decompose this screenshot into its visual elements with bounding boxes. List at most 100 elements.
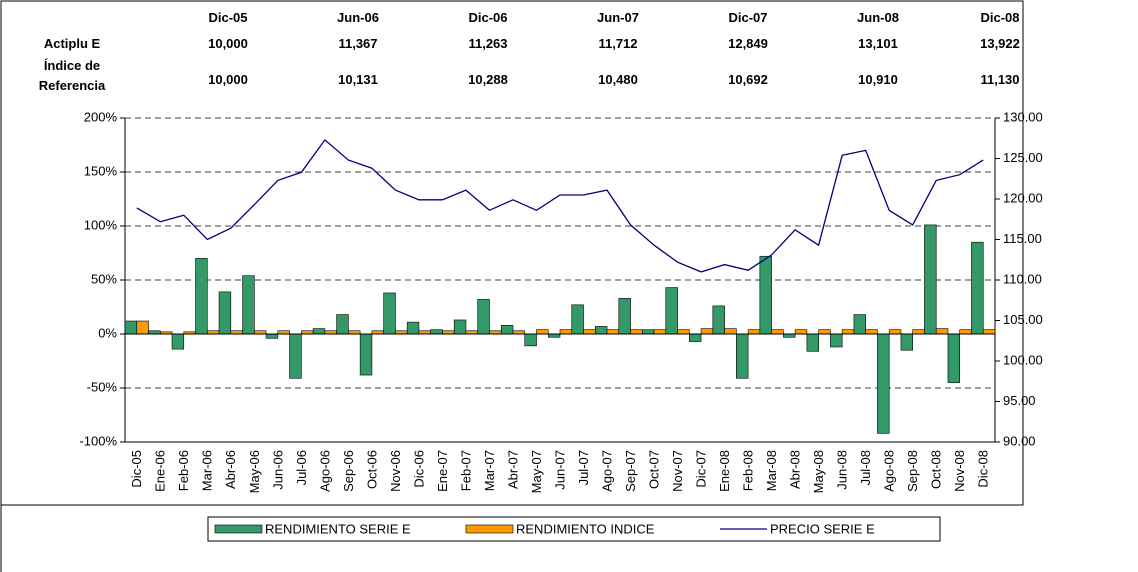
x-tick-label: Dic-07 xyxy=(694,450,709,488)
x-tick-label: Ago-08 xyxy=(882,450,897,492)
column-header: Dic-06 xyxy=(468,10,508,25)
x-tick-label: Jun-08 xyxy=(835,450,850,490)
bar xyxy=(430,329,443,335)
row-label: Actiplu E xyxy=(43,36,101,51)
bar xyxy=(312,328,326,335)
bar xyxy=(641,329,655,335)
x-tick-label: Oct-07 xyxy=(646,450,661,489)
bar xyxy=(971,241,984,335)
bar xyxy=(195,258,208,335)
x-tick-label: Jul-06 xyxy=(294,450,309,485)
table-cell: 10,000 xyxy=(208,72,248,87)
bar xyxy=(630,329,643,335)
column-header: Jun-08 xyxy=(857,10,899,25)
bar xyxy=(924,224,937,335)
bar xyxy=(559,329,573,335)
x-tick-label: Sep-08 xyxy=(905,450,920,492)
x-tick-label: Mar-08 xyxy=(764,450,779,491)
column-header: Jun-07 xyxy=(597,10,639,25)
table-cell: 11,712 xyxy=(598,36,638,51)
x-tick-label: Abr-06 xyxy=(223,450,238,489)
bar xyxy=(700,328,714,335)
x-tick-label: May-07 xyxy=(529,450,544,493)
bar xyxy=(982,329,996,335)
y2-tick-label: 95.00 xyxy=(1003,393,1036,408)
x-tick-label: Oct-08 xyxy=(929,450,944,489)
bar xyxy=(677,329,690,335)
x-tick-label: Sep-07 xyxy=(623,450,638,492)
row-label: Índice de Referencia xyxy=(38,58,106,93)
table-cell: 10,000 xyxy=(208,36,248,51)
table-cell: 11,130 xyxy=(980,72,1020,87)
x-tick-label: Oct-06 xyxy=(364,450,379,489)
bar xyxy=(736,333,749,379)
y-tick-label: -50% xyxy=(87,379,118,394)
bar xyxy=(265,333,279,339)
y2-tick-label: 90.00 xyxy=(1003,433,1036,448)
y-tick-label: 150% xyxy=(84,163,118,178)
bar xyxy=(124,320,138,335)
frame xyxy=(0,0,1024,506)
column-header: Dic-05 xyxy=(208,10,248,25)
bar xyxy=(536,329,549,335)
x-tick-label: Ago-06 xyxy=(317,450,332,492)
price-line xyxy=(136,138,984,273)
y-tick-label: -100% xyxy=(79,433,117,448)
bar xyxy=(806,333,819,352)
y2-tick-label: 130.00 xyxy=(1003,109,1043,124)
bar xyxy=(594,326,608,335)
table-cell: 10,131 xyxy=(338,72,378,87)
bar xyxy=(383,292,396,335)
x-tick-label: Jun-06 xyxy=(270,450,285,490)
x-tick-label: Jul-07 xyxy=(576,450,591,485)
x-tick-label: Abr-07 xyxy=(505,450,520,489)
x-tick-label: Feb-07 xyxy=(458,450,473,491)
x-tick-label: Abr-08 xyxy=(788,450,803,489)
bar xyxy=(724,328,737,335)
x-tick-label: Jul-08 xyxy=(858,450,873,485)
legend-swatch xyxy=(465,524,514,534)
y2-tick-label: 105.00 xyxy=(1003,312,1043,327)
bar xyxy=(242,275,255,335)
bar xyxy=(900,333,914,351)
bar xyxy=(947,333,961,383)
bar xyxy=(759,255,772,335)
y-tick-label: 0% xyxy=(98,325,117,340)
x-tick-label: Ene-08 xyxy=(717,450,732,492)
legend-label: PRECIO SERIE E xyxy=(770,521,875,536)
x-tick-label: Jun-07 xyxy=(552,450,567,490)
bar xyxy=(606,329,620,335)
bar xyxy=(853,314,866,335)
bar xyxy=(888,329,902,335)
y-tick-label: 200% xyxy=(84,109,118,124)
bar xyxy=(712,305,725,335)
bar xyxy=(865,329,878,335)
legend-swatch xyxy=(214,524,263,534)
bar xyxy=(935,328,949,335)
bar xyxy=(453,319,467,335)
y2-tick-label: 100.00 xyxy=(1003,352,1043,367)
x-tick-label: Mar-07 xyxy=(482,450,497,491)
table-cell: 12,849 xyxy=(728,36,768,51)
x-tick-label: Nov-08 xyxy=(952,450,967,492)
bar xyxy=(406,321,420,335)
bar xyxy=(618,298,631,335)
table-cell: 10,910 xyxy=(858,72,898,87)
bar xyxy=(136,320,149,335)
bar xyxy=(794,329,808,335)
y2-tick-label: 115.00 xyxy=(1003,231,1042,246)
column-header: Dic-08 xyxy=(980,10,1020,25)
table-cell: 13,922 xyxy=(980,36,1020,51)
table-cell: 11,367 xyxy=(338,36,378,51)
legend-label: RENDIMIENTO INDICE xyxy=(516,521,655,536)
x-tick-label: Dic-08 xyxy=(976,450,991,488)
x-tick-label: Mar-06 xyxy=(200,450,215,491)
x-tick-label: Ago-07 xyxy=(599,450,614,492)
y2-tick-label: 125.00 xyxy=(1003,150,1043,165)
y2-tick-label: 120.00 xyxy=(1003,190,1043,205)
bar xyxy=(336,314,349,335)
bar xyxy=(571,304,584,335)
bar xyxy=(959,329,972,335)
